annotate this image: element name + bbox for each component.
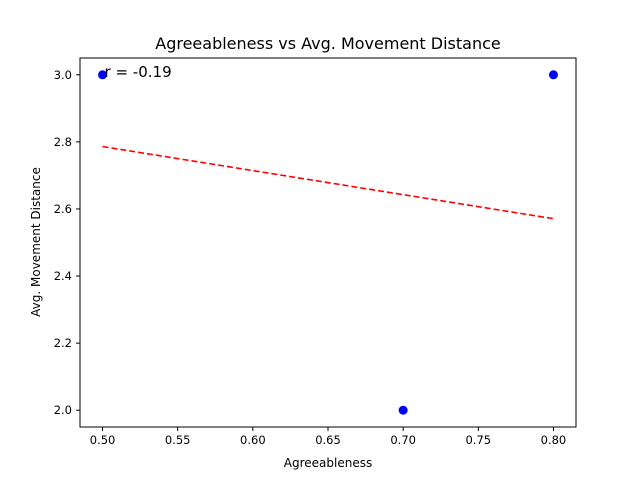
x-tick-label: 0.60 <box>240 433 266 447</box>
y-tick-label: 2.2 <box>54 336 72 350</box>
trend-line <box>102 145 554 220</box>
y-tick-label: 2.6 <box>54 202 72 216</box>
chart-title: Agreeableness vs Avg. Movement Distance <box>155 34 501 53</box>
y-axis-label: Avg. Movement Distance <box>29 167 43 317</box>
y-tick-label: 2.4 <box>54 269 72 283</box>
data-point <box>548 70 558 80</box>
y-tick-label: 2.8 <box>54 135 72 149</box>
x-tick-label: 0.50 <box>90 433 116 447</box>
y-tick-label: 3.0 <box>54 68 72 82</box>
x-tick-label: 0.70 <box>390 433 416 447</box>
y-tick-label: 2.0 <box>54 403 72 417</box>
x-axis-label: Agreeableness <box>284 456 372 470</box>
correlation-annotation: r = -0.19 <box>105 63 172 81</box>
plot-area: 0.50 0.55 0.60 0.65 0.70 0.75 0.80 2.0 2.2 2.4 2.6… <box>54 57 577 447</box>
x-tick-label: 0.65 <box>315 433 341 447</box>
x-tick-label: 0.75 <box>465 433 491 447</box>
data-point <box>98 70 108 80</box>
data-point <box>398 405 408 415</box>
x-tick-label: 0.55 <box>165 433 191 447</box>
x-tick-label: 0.80 <box>541 433 567 447</box>
axes-frame <box>79 57 577 428</box>
